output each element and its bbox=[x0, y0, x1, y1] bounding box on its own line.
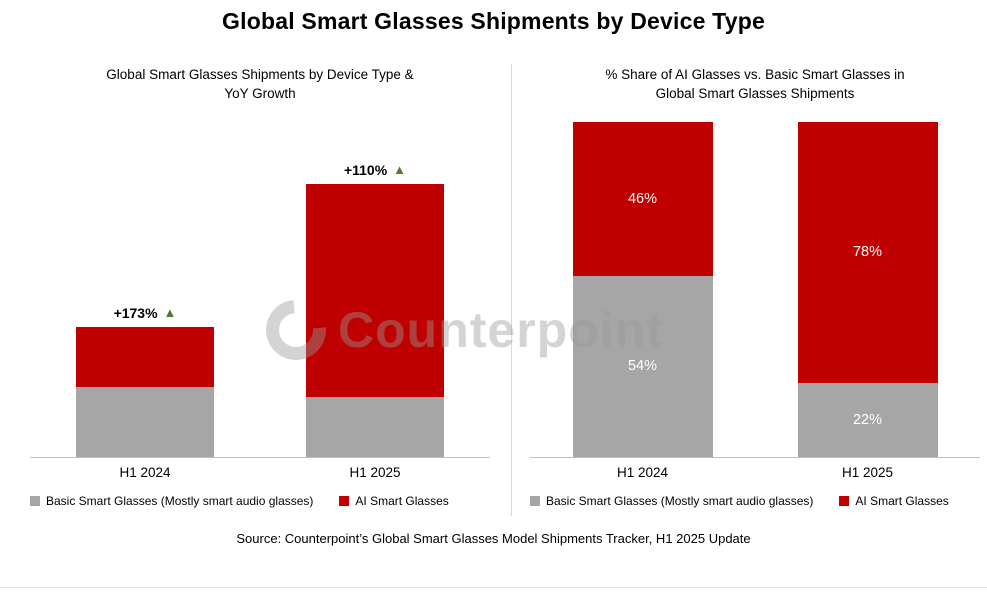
legend-item-basic: Basic Smart Glasses (Mostly smart audio … bbox=[30, 494, 313, 508]
x-label-h1-2025: H1 2025 bbox=[841, 464, 894, 480]
growth-up-triangle-icon: ▲ bbox=[163, 305, 177, 321]
right-x-axis-labels: H1 2024 H1 2025 bbox=[530, 465, 980, 480]
growth-annotation-h1-2025: +110% ▲ bbox=[344, 162, 406, 178]
legend-label-ai: AI Smart Glasses bbox=[855, 493, 949, 508]
growth-value-h1-2025: +110% bbox=[343, 161, 388, 178]
bottom-rule bbox=[0, 587, 987, 588]
share-segment-ai-h1-2024: 46% bbox=[572, 121, 713, 276]
legend-swatch-ai bbox=[839, 495, 850, 506]
share-stack-h1-2025: 78% 22% bbox=[797, 121, 938, 457]
growth-value-h1-2024: +173% bbox=[113, 304, 158, 321]
right-legend: Basic Smart Glasses (Mostly smart audio … bbox=[530, 494, 980, 508]
right-chart-title-line1: % Share of AI Glasses vs. Basic Smart Gl… bbox=[605, 67, 905, 82]
left-plot-half-h1-2025: +110% ▲ bbox=[260, 112, 490, 457]
share-label-ai-h1-2025: 78% bbox=[852, 244, 883, 261]
x-label-h1-2024: H1 2024 bbox=[119, 464, 171, 480]
bar-stack-h1-2024 bbox=[76, 326, 214, 457]
legend-item-basic: Basic Smart Glasses (Mostly smart audio … bbox=[530, 494, 813, 508]
left-chart-title-line1: Global Smart Glasses Shipments by Device… bbox=[106, 67, 414, 82]
share-segment-basic-h1-2024: 54% bbox=[572, 275, 713, 457]
x-label-h1-2025: H1 2025 bbox=[349, 464, 401, 480]
panel-divider bbox=[511, 64, 512, 516]
share-label-basic-h1-2024: 54% bbox=[627, 358, 658, 375]
legend-item-ai: AI Smart Glasses bbox=[339, 493, 449, 508]
left-legend: Basic Smart Glasses (Mostly smart audio … bbox=[30, 494, 490, 508]
share-label-ai-h1-2024: 46% bbox=[627, 190, 658, 207]
growth-up-triangle-icon: ▲ bbox=[393, 162, 407, 178]
bar-stack-h1-2025 bbox=[306, 183, 444, 457]
left-chart-plot: +173% ▲ +110% ▲ bbox=[30, 112, 490, 458]
share-segment-ai-h1-2025: 78% bbox=[797, 121, 938, 384]
right-chart-title: % Share of AI Glasses vs. Basic Smart Gl… bbox=[530, 66, 980, 104]
legend-label-ai: AI Smart Glasses bbox=[355, 493, 449, 508]
share-stack-h1-2024: 46% 54% bbox=[572, 121, 713, 457]
share-bar-h1-2025: 78% 22% bbox=[797, 121, 938, 457]
share-segment-basic-h1-2025: 22% bbox=[797, 383, 938, 457]
left-chart-title-line2: YoY Growth bbox=[224, 85, 296, 101]
legend-swatch-basic bbox=[530, 495, 540, 506]
legend-swatch-ai bbox=[339, 495, 350, 506]
segment-basic-h1-2025 bbox=[306, 396, 444, 457]
left-x-axis-labels: H1 2024 H1 2025 bbox=[30, 465, 490, 480]
left-chart-title: Global Smart Glasses Shipments by Device… bbox=[30, 66, 490, 104]
segment-basic-h1-2024 bbox=[76, 386, 214, 457]
growth-annotation-h1-2024: +173% ▲ bbox=[114, 305, 177, 321]
legend-swatch-basic bbox=[30, 495, 40, 506]
legend-item-ai: AI Smart Glasses bbox=[839, 493, 949, 508]
left-plot-half-h1-2024: +173% ▲ bbox=[30, 112, 260, 457]
right-chart-plot: 46% 54% 78% 22% bbox=[530, 121, 980, 458]
bar-h1-2025: +110% ▲ bbox=[306, 162, 444, 457]
source-note: Source: Counterpoint’s Global Smart Glas… bbox=[236, 531, 751, 546]
share-label-basic-h1-2025: 22% bbox=[852, 411, 883, 428]
left-chart-panel: Global Smart Glasses Shipments by Device… bbox=[30, 66, 490, 508]
right-plot-half-h1-2025: 78% 22% bbox=[755, 121, 980, 457]
share-bar-h1-2024: 46% 54% bbox=[572, 121, 713, 457]
right-chart-panel: % Share of AI Glasses vs. Basic Smart Gl… bbox=[530, 66, 980, 508]
x-label-h1-2024: H1 2024 bbox=[616, 464, 669, 480]
legend-label-basic: Basic Smart Glasses (Mostly smart audio … bbox=[46, 493, 314, 508]
bar-h1-2024: +173% ▲ bbox=[76, 305, 214, 457]
right-plot-half-h1-2024: 46% 54% bbox=[530, 121, 755, 457]
page-title: Global Smart Glasses Shipments by Device… bbox=[222, 8, 765, 34]
segment-ai-h1-2025 bbox=[306, 183, 444, 397]
segment-ai-h1-2024 bbox=[76, 326, 214, 387]
legend-label-basic: Basic Smart Glasses (Mostly smart audio … bbox=[546, 493, 814, 508]
right-chart-title-line2: Global Smart Glasses Shipments bbox=[655, 85, 855, 101]
